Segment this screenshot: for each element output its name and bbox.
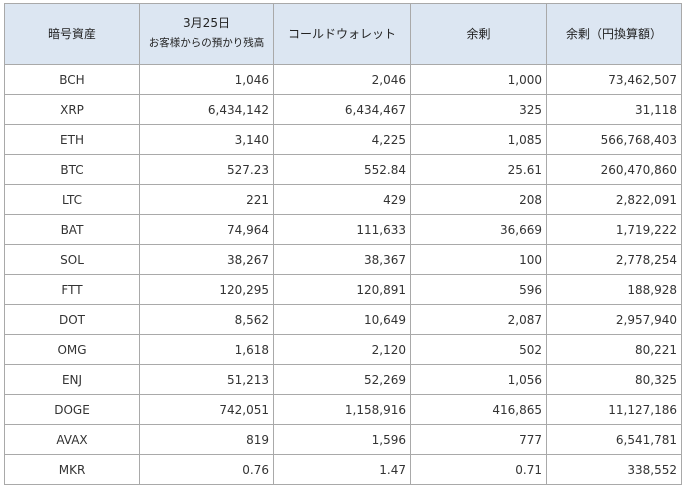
table-row: SOL 38,267 38,367 100 2,778,254 [4,244,682,275]
cell-deposit: 38,267 [139,244,274,275]
cell-asset: BAT [4,214,140,245]
cell-cold: 6,434,467 [273,94,411,125]
reserve-table: 暗号資産 3月25日 お客様からの預かり残高 コールドウォレット 余剰 余剰（円… [4,3,682,485]
cell-surplus: 1,085 [410,124,547,155]
table-row: BAT 74,964 111,633 36,669 1,719,222 [4,214,682,245]
cell-deposit: 120,295 [139,274,274,305]
cell-jpy: 188,928 [546,274,682,305]
cell-jpy: 566,768,403 [546,124,682,155]
header-deposit: 3月25日 お客様からの預かり残高 [139,3,274,65]
table-row: MKR 0.76 1.47 0.71 338,552 [4,454,682,485]
table-row: LTC 221 429 208 2,822,091 [4,184,682,215]
cell-deposit: 74,964 [139,214,274,245]
header-surplus: 余剰 [410,3,547,65]
header-row: 暗号資産 3月25日 お客様からの預かり残高 コールドウォレット 余剰 余剰（円… [4,3,682,65]
cell-cold: 552.84 [273,154,411,185]
header-surplus-jpy: 余剰（円換算額） [546,3,682,65]
table-row: FTT 120,295 120,891 596 188,928 [4,274,682,305]
cell-cold: 52,269 [273,364,411,395]
header-date: 3月25日 [183,16,230,30]
cell-deposit: 221 [139,184,274,215]
table-row: BCH 1,046 2,046 1,000 73,462,507 [4,64,682,95]
cell-cold: 429 [273,184,411,215]
cell-jpy: 2,957,940 [546,304,682,335]
cell-surplus: 0.71 [410,454,547,485]
cell-surplus: 416,865 [410,394,547,425]
cell-surplus: 1,000 [410,64,547,95]
cell-asset: BCH [4,64,140,95]
cell-jpy: 73,462,507 [546,64,682,95]
table-body: BCH 1,046 2,046 1,000 73,462,507 XRP 6,434,14… [4,64,682,485]
table-row: ENJ 51,213 52,269 1,056 80,325 [4,364,682,395]
header-deposit-label: お客様からの預かり残高 [148,37,265,49]
cell-deposit: 1,046 [139,64,274,95]
cell-surplus: 2,087 [410,304,547,335]
cell-cold: 4,225 [273,124,411,155]
cell-deposit: 527.23 [139,154,274,185]
reserve-table-container: 暗号資産 3月25日 お客様からの預かり残高 コールドウォレット 余剰 余剰（円… [4,3,682,485]
cell-asset: MKR [4,454,140,485]
cell-cold: 38,367 [273,244,411,275]
cell-asset: XRP [4,94,140,125]
cell-asset: ETH [4,124,140,155]
cell-cold: 1,158,916 [273,394,411,425]
cell-asset: LTC [4,184,140,215]
cell-deposit: 819 [139,424,274,455]
table-row: DOGE 742,051 1,158,916 416,865 11,127,186 [4,394,682,425]
cell-jpy: 31,118 [546,94,682,125]
header-cold-wallet: コールドウォレット [273,3,411,65]
header-surplus-jpy-label: 余剰（円換算額） [565,27,662,41]
cell-cold: 120,891 [273,274,411,305]
cell-asset: ENJ [4,364,140,395]
table-row: ETH 3,140 4,225 1,085 566,768,403 [4,124,682,155]
header-cold-wallet-label: コールドウォレット [287,27,396,41]
cell-cold: 2,046 [273,64,411,95]
header-asset: 暗号資産 [4,3,140,65]
cell-jpy: 260,470,860 [546,154,682,185]
cell-deposit: 8,562 [139,304,274,335]
cell-cold: 2,120 [273,334,411,365]
table-row: BTC 527.23 552.84 25.61 260,470,860 [4,154,682,185]
cell-cold: 10,649 [273,304,411,335]
cell-asset: BTC [4,154,140,185]
cell-surplus: 36,669 [410,214,547,245]
cell-surplus: 1,056 [410,364,547,395]
cell-asset: DOT [4,304,140,335]
cell-asset: OMG [4,334,140,365]
cell-jpy: 80,221 [546,334,682,365]
cell-deposit: 3,140 [139,124,274,155]
cell-deposit: 742,051 [139,394,274,425]
table-row: XRP 6,434,142 6,434,467 325 31,118 [4,94,682,125]
header-asset-label: 暗号資産 [47,27,96,41]
cell-jpy: 80,325 [546,364,682,395]
cell-surplus: 325 [410,94,547,125]
cell-deposit: 1,618 [139,334,274,365]
cell-jpy: 2,822,091 [546,184,682,215]
cell-asset: DOGE [4,394,140,425]
cell-surplus: 25.61 [410,154,547,185]
cell-surplus: 777 [410,424,547,455]
table-row: AVAX 819 1,596 777 6,541,781 [4,424,682,455]
cell-asset: SOL [4,244,140,275]
cell-jpy: 338,552 [546,454,682,485]
cell-jpy: 1,719,222 [546,214,682,245]
cell-deposit: 0.76 [139,454,274,485]
cell-cold: 111,633 [273,214,411,245]
header-surplus-label: 余剰 [466,27,491,41]
table-row: DOT 8,562 10,649 2,087 2,957,940 [4,304,682,335]
cell-cold: 1.47 [273,454,411,485]
cell-jpy: 2,778,254 [546,244,682,275]
cell-asset: FTT [4,274,140,305]
cell-deposit: 6,434,142 [139,94,274,125]
cell-cold: 1,596 [273,424,411,455]
cell-jpy: 11,127,186 [546,394,682,425]
cell-deposit: 51,213 [139,364,274,395]
cell-surplus: 208 [410,184,547,215]
cell-surplus: 100 [410,244,547,275]
cell-jpy: 6,541,781 [546,424,682,455]
cell-surplus: 596 [410,274,547,305]
cell-surplus: 502 [410,334,547,365]
table-row: OMG 1,618 2,120 502 80,221 [4,334,682,365]
cell-asset: AVAX [4,424,140,455]
